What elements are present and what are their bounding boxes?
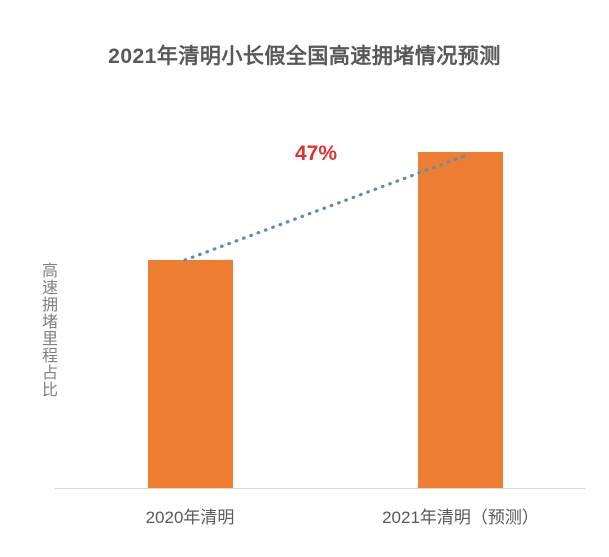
- y-axis-title: 高速拥堵里程占比: [39, 262, 56, 398]
- bar-2020-qingming[interactable]: [148, 260, 233, 488]
- category-label-2020: 2020年清明: [145, 508, 235, 527]
- growth-rate-label: 47%: [294, 142, 338, 165]
- category-label-2021-forecast: 2021年清明（预测）: [382, 508, 539, 527]
- category-axis-line: [55, 488, 585, 489]
- bar-2021-qingming-forecast[interactable]: [418, 152, 503, 488]
- chart-title: 2021年清明小长假全国高速拥堵情况预测: [108, 45, 501, 68]
